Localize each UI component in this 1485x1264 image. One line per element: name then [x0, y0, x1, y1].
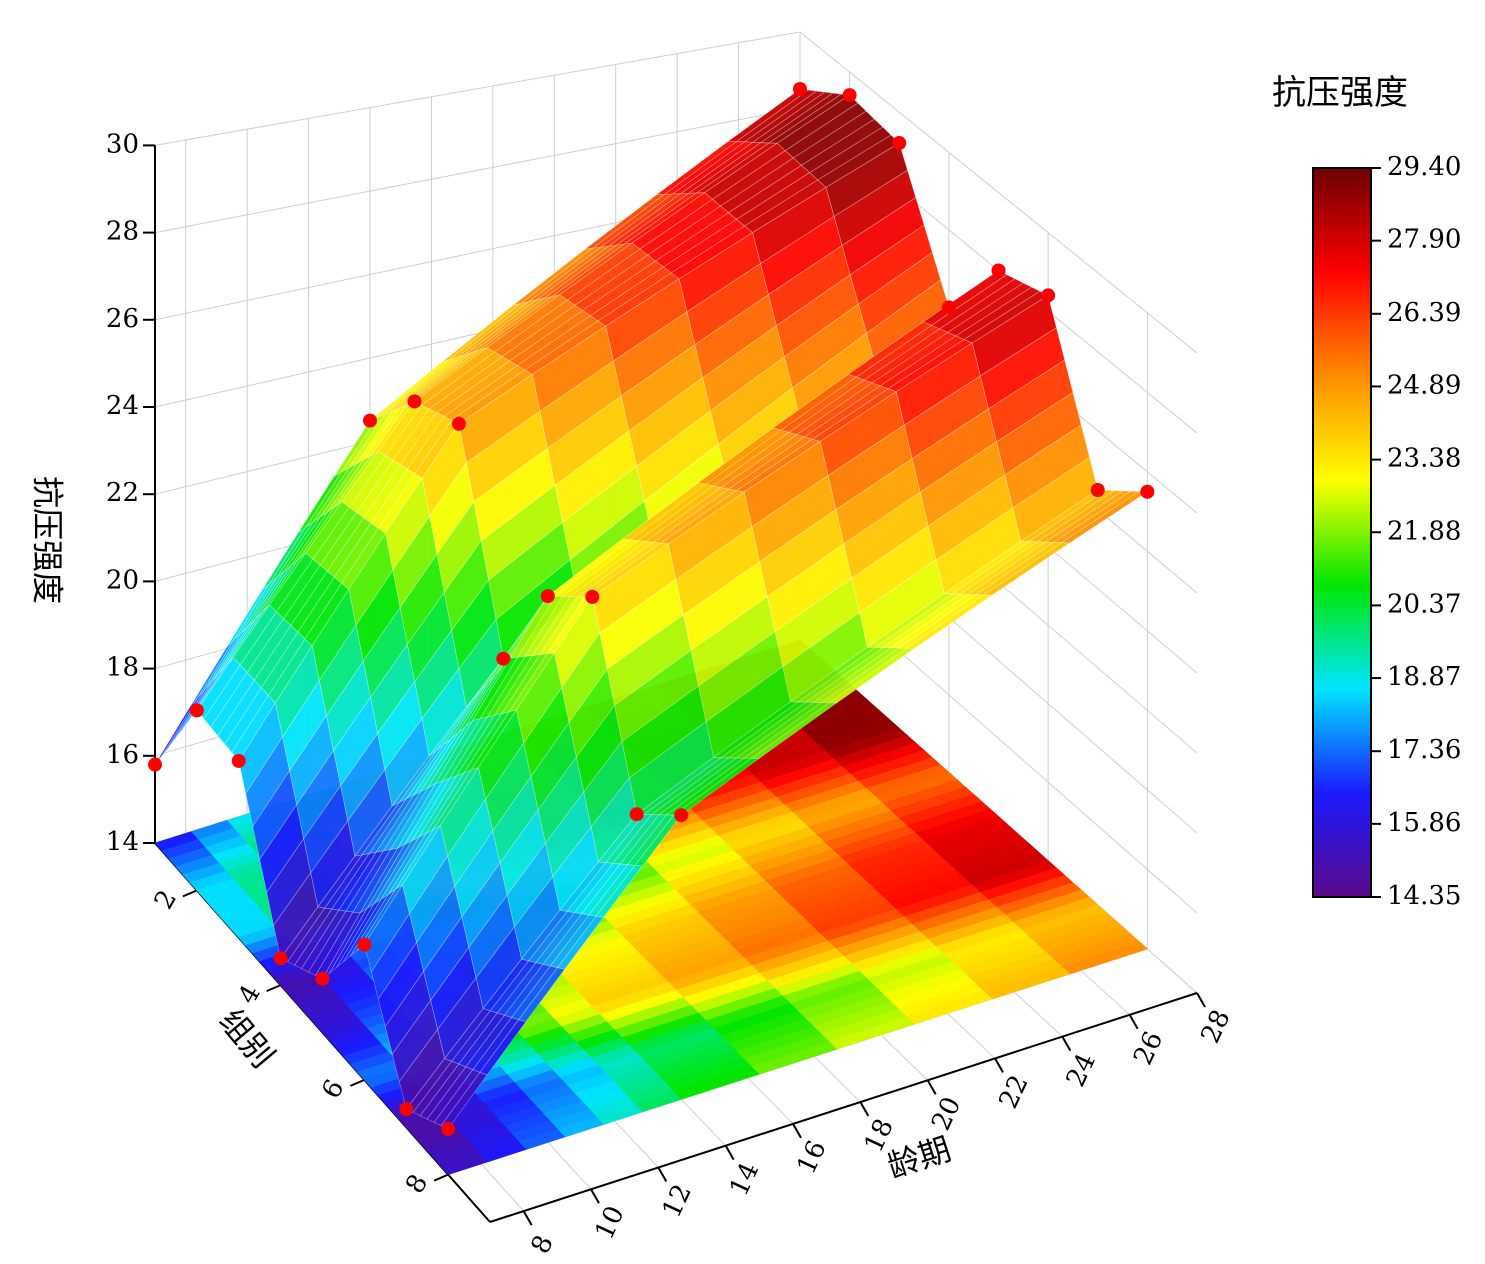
- data-point: [585, 589, 600, 604]
- data-point: [991, 263, 1006, 278]
- tick-mark: [1061, 1036, 1072, 1052]
- data-point: [407, 394, 422, 409]
- z-axis-label: 抗压强度: [29, 476, 67, 604]
- colorbar-tick-label: 23.38: [1387, 444, 1461, 474]
- surface-cell: [458, 142, 950, 660]
- y-axis-label: 组别: [212, 1002, 282, 1075]
- data-point: [189, 703, 204, 718]
- colorbar-title: 抗压强度: [1272, 73, 1408, 113]
- data-point: [273, 951, 288, 966]
- data-point: [540, 589, 555, 604]
- surface-cell: [364, 596, 638, 1110]
- data-point: [441, 1121, 456, 1136]
- data-point: [496, 651, 511, 666]
- data-point: [793, 82, 807, 96]
- x-tick-label: 20: [926, 1092, 967, 1135]
- axis-line: [489, 992, 1198, 1223]
- tick-mark: [266, 984, 282, 993]
- data-point: [1041, 288, 1056, 303]
- tick-mark: [1128, 1014, 1139, 1030]
- x-tick-label: 10: [590, 1202, 631, 1245]
- colorbar-tick-label: 26.39: [1387, 298, 1461, 328]
- tick-mark: [349, 1078, 365, 1087]
- tick-mark: [1196, 992, 1206, 1008]
- x-tick-label: 12: [657, 1180, 698, 1223]
- x-tick-label: 16: [792, 1136, 833, 1179]
- z-tick-label: 22: [106, 478, 139, 508]
- tick-mark: [433, 1173, 449, 1182]
- floor-patch: [440, 1153, 488, 1175]
- surface-patch: [750, 702, 838, 759]
- surface-cell: [238, 422, 504, 960]
- colorbar-tick-label: 17.36: [1387, 735, 1461, 765]
- tick-mark: [522, 1210, 533, 1226]
- floor-cell: [636, 904, 1148, 1100]
- data-point: [1140, 484, 1155, 499]
- z-tick-label: 20: [106, 565, 139, 595]
- surface-cell: [405, 813, 682, 1130]
- surface-cell: [635, 489, 1149, 816]
- data-point: [363, 413, 377, 428]
- colorbar-tick-label: 14.35: [1387, 881, 1461, 911]
- tick-mark: [994, 1057, 1004, 1073]
- surface-cell: [280, 595, 549, 980]
- y-tick-label: 8: [400, 1169, 434, 1198]
- x-tick-label: 28: [1196, 1005, 1237, 1048]
- colorbar-tick-label: 21.88: [1387, 516, 1461, 546]
- x-tick-label: 14: [724, 1158, 765, 1201]
- colorbar-tick-label: 20.37: [1387, 589, 1461, 619]
- data-point: [842, 88, 857, 103]
- surface-cell: [196, 401, 460, 762]
- data-point: [231, 753, 246, 768]
- y-tick-label: 2: [149, 885, 183, 914]
- z-tick-label: 26: [106, 304, 139, 334]
- data-point: [892, 136, 907, 151]
- z-tick-label: 16: [106, 740, 139, 770]
- colorbar-tick-label: 29.40: [1387, 152, 1461, 182]
- floor-cell: [591, 860, 1099, 1054]
- colorbar-tick-label: 24.89: [1387, 370, 1461, 400]
- surface-patch: [595, 865, 644, 918]
- z-tick-label: 28: [106, 217, 139, 247]
- data-point: [451, 416, 466, 431]
- colorbar: [1312, 167, 1372, 898]
- surface-patch: [518, 967, 566, 1023]
- z-tick-label: 30: [106, 129, 139, 159]
- data-point: [674, 808, 689, 823]
- tick-mark: [792, 1123, 802, 1139]
- data-point: [399, 1102, 414, 1117]
- surface-cell: [322, 595, 593, 979]
- data-point: [315, 971, 330, 986]
- surface-cell: [369, 88, 851, 421]
- floor-cell: [405, 1052, 682, 1175]
- data-point: [1090, 483, 1105, 497]
- tick-mark: [657, 1166, 668, 1182]
- tick-mark: [182, 889, 198, 898]
- z-tick-label: 18: [106, 653, 139, 683]
- z-tick-label: 24: [106, 391, 139, 421]
- surface-cell: [413, 94, 900, 425]
- y-tick-label: 6: [316, 1075, 350, 1104]
- surface-cell: [591, 294, 1099, 815]
- surface-patch: [479, 1019, 527, 1076]
- tick-mark: [590, 1188, 600, 1204]
- data-point: [941, 300, 956, 315]
- tick-mark: [724, 1145, 735, 1161]
- surface-cell: [154, 400, 416, 765]
- floor-cell: [547, 816, 1049, 1008]
- x-tick-label: 26: [1128, 1027, 1169, 1070]
- data-point: [629, 807, 644, 822]
- data-point: [148, 757, 162, 772]
- x-tick-label: 8: [526, 1231, 560, 1259]
- colorbar-tick-label: 27.90: [1387, 225, 1461, 255]
- colorbar-tick-label: 18.87: [1387, 662, 1461, 692]
- tick-mark: [859, 1101, 870, 1117]
- data-point: [357, 937, 372, 952]
- x-tick-label: 22: [994, 1071, 1035, 1114]
- x-tick-label: 24: [1061, 1049, 1102, 1092]
- colorbar-tick-label: 15.86: [1387, 808, 1461, 838]
- tick-mark: [926, 1079, 937, 1095]
- z-tick-label: 14: [106, 827, 139, 857]
